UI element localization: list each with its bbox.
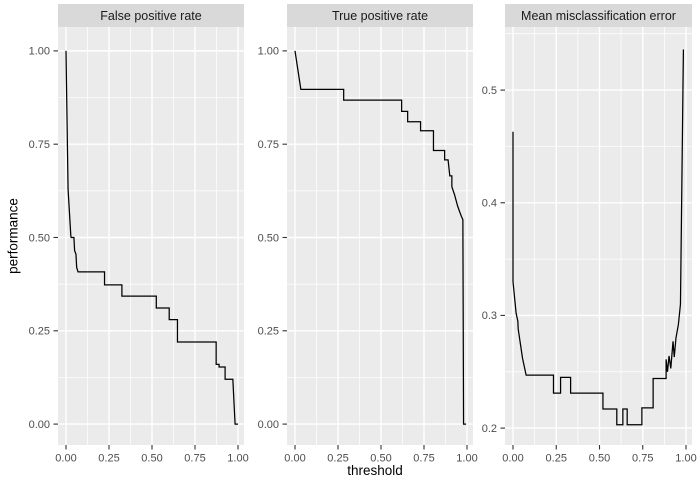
axis-ticks: 1.00 0.75 0.50 0.25 0.00 0.00 0.25 0.50 0.75 1.00 (29, 46, 249, 465)
axis-ticks: 0.5 0.4 0.3 0.2 0.00 0.25 0.50 0.75 1.00 (482, 85, 697, 465)
y-tick-label: 0.25 (29, 326, 50, 338)
x-tick-label: 0.25 (546, 453, 567, 465)
x-axis-title: threshold (347, 463, 403, 478)
y-tick-label: 0.3 (482, 310, 497, 322)
x-tick-label: 1.00 (227, 453, 248, 465)
y-tick-label: 0.5 (482, 85, 497, 97)
y-tick-label: 0.75 (258, 139, 279, 151)
series-line (65, 50, 238, 425)
x-tick-label: 0.00 (284, 453, 305, 465)
x-tick-label: 0.75 (413, 453, 434, 465)
y-tick-label: 0.50 (258, 232, 279, 244)
x-tick-label: 0.00 (55, 453, 76, 465)
facet-strip: Mean misclassification error (505, 4, 692, 27)
facet-strip: False positive rate (58, 4, 244, 27)
series-line (512, 49, 685, 426)
x-tick-label: 0.00 (502, 453, 523, 465)
gridlines (505, 27, 692, 445)
panel-mean-misclassification-error: 0.5 0.4 0.3 0.2 0.00 0.25 0.50 0.75 1.00 (482, 27, 697, 465)
facet-strip: True positive rate (287, 4, 473, 27)
x-tick-label: 0.25 (327, 453, 348, 465)
y-tick-label: 0.00 (258, 419, 279, 431)
facet-true-positive-rate: True positive rate 1.00 0.75 0.50 0.25 0.00 0… (258, 4, 478, 465)
y-tick-label: 0.2 (482, 423, 497, 435)
x-tick-label: 0.50 (589, 453, 610, 465)
y-tick-label: 0.50 (29, 232, 50, 244)
x-tick-label: 1.00 (675, 453, 696, 465)
x-tick-label: 0.50 (141, 453, 162, 465)
facet-false-positive-rate: False positive rate 1.00 0.75 0.50 0.25 0.00… (29, 4, 249, 465)
gridlines (287, 27, 473, 445)
facet-strip-label: True positive rate (331, 8, 429, 23)
y-tick-label: 0.00 (29, 419, 50, 431)
x-tick-label: 0.50 (370, 453, 391, 465)
x-tick-label: 0.75 (632, 453, 653, 465)
y-axis-title: performance (5, 198, 21, 274)
y-tick-label: 1.00 (29, 46, 50, 58)
facet-strip-label: Mean misclassification error (521, 8, 676, 23)
series-line (294, 50, 467, 425)
x-tick-label: 0.25 (98, 453, 119, 465)
facet-mean-misclassification-error: Mean misclassification error 0.5 0.4 0.3 0.… (482, 4, 697, 465)
y-tick-label: 0.4 (482, 198, 497, 210)
axis-ticks: 1.00 0.75 0.50 0.25 0.00 0.00 0.25 0.50 0.75 1.00 (258, 46, 478, 465)
panel-false-positive-rate: 1.00 0.75 0.50 0.25 0.00 0.00 0.25 0.50 0.75 1.00 (29, 27, 249, 465)
x-tick-label: 0.75 (184, 453, 205, 465)
panel-true-positive-rate: 1.00 0.75 0.50 0.25 0.00 0.00 0.25 0.50 0.75 1.00 (258, 27, 478, 465)
y-tick-label: 1.00 (258, 46, 279, 58)
y-tick-label: 0.25 (258, 326, 279, 338)
facet-strip-label: False positive rate (100, 8, 202, 23)
gridlines (58, 27, 244, 445)
y-tick-label: 0.75 (29, 139, 50, 151)
x-tick-label: 1.00 (456, 453, 477, 465)
